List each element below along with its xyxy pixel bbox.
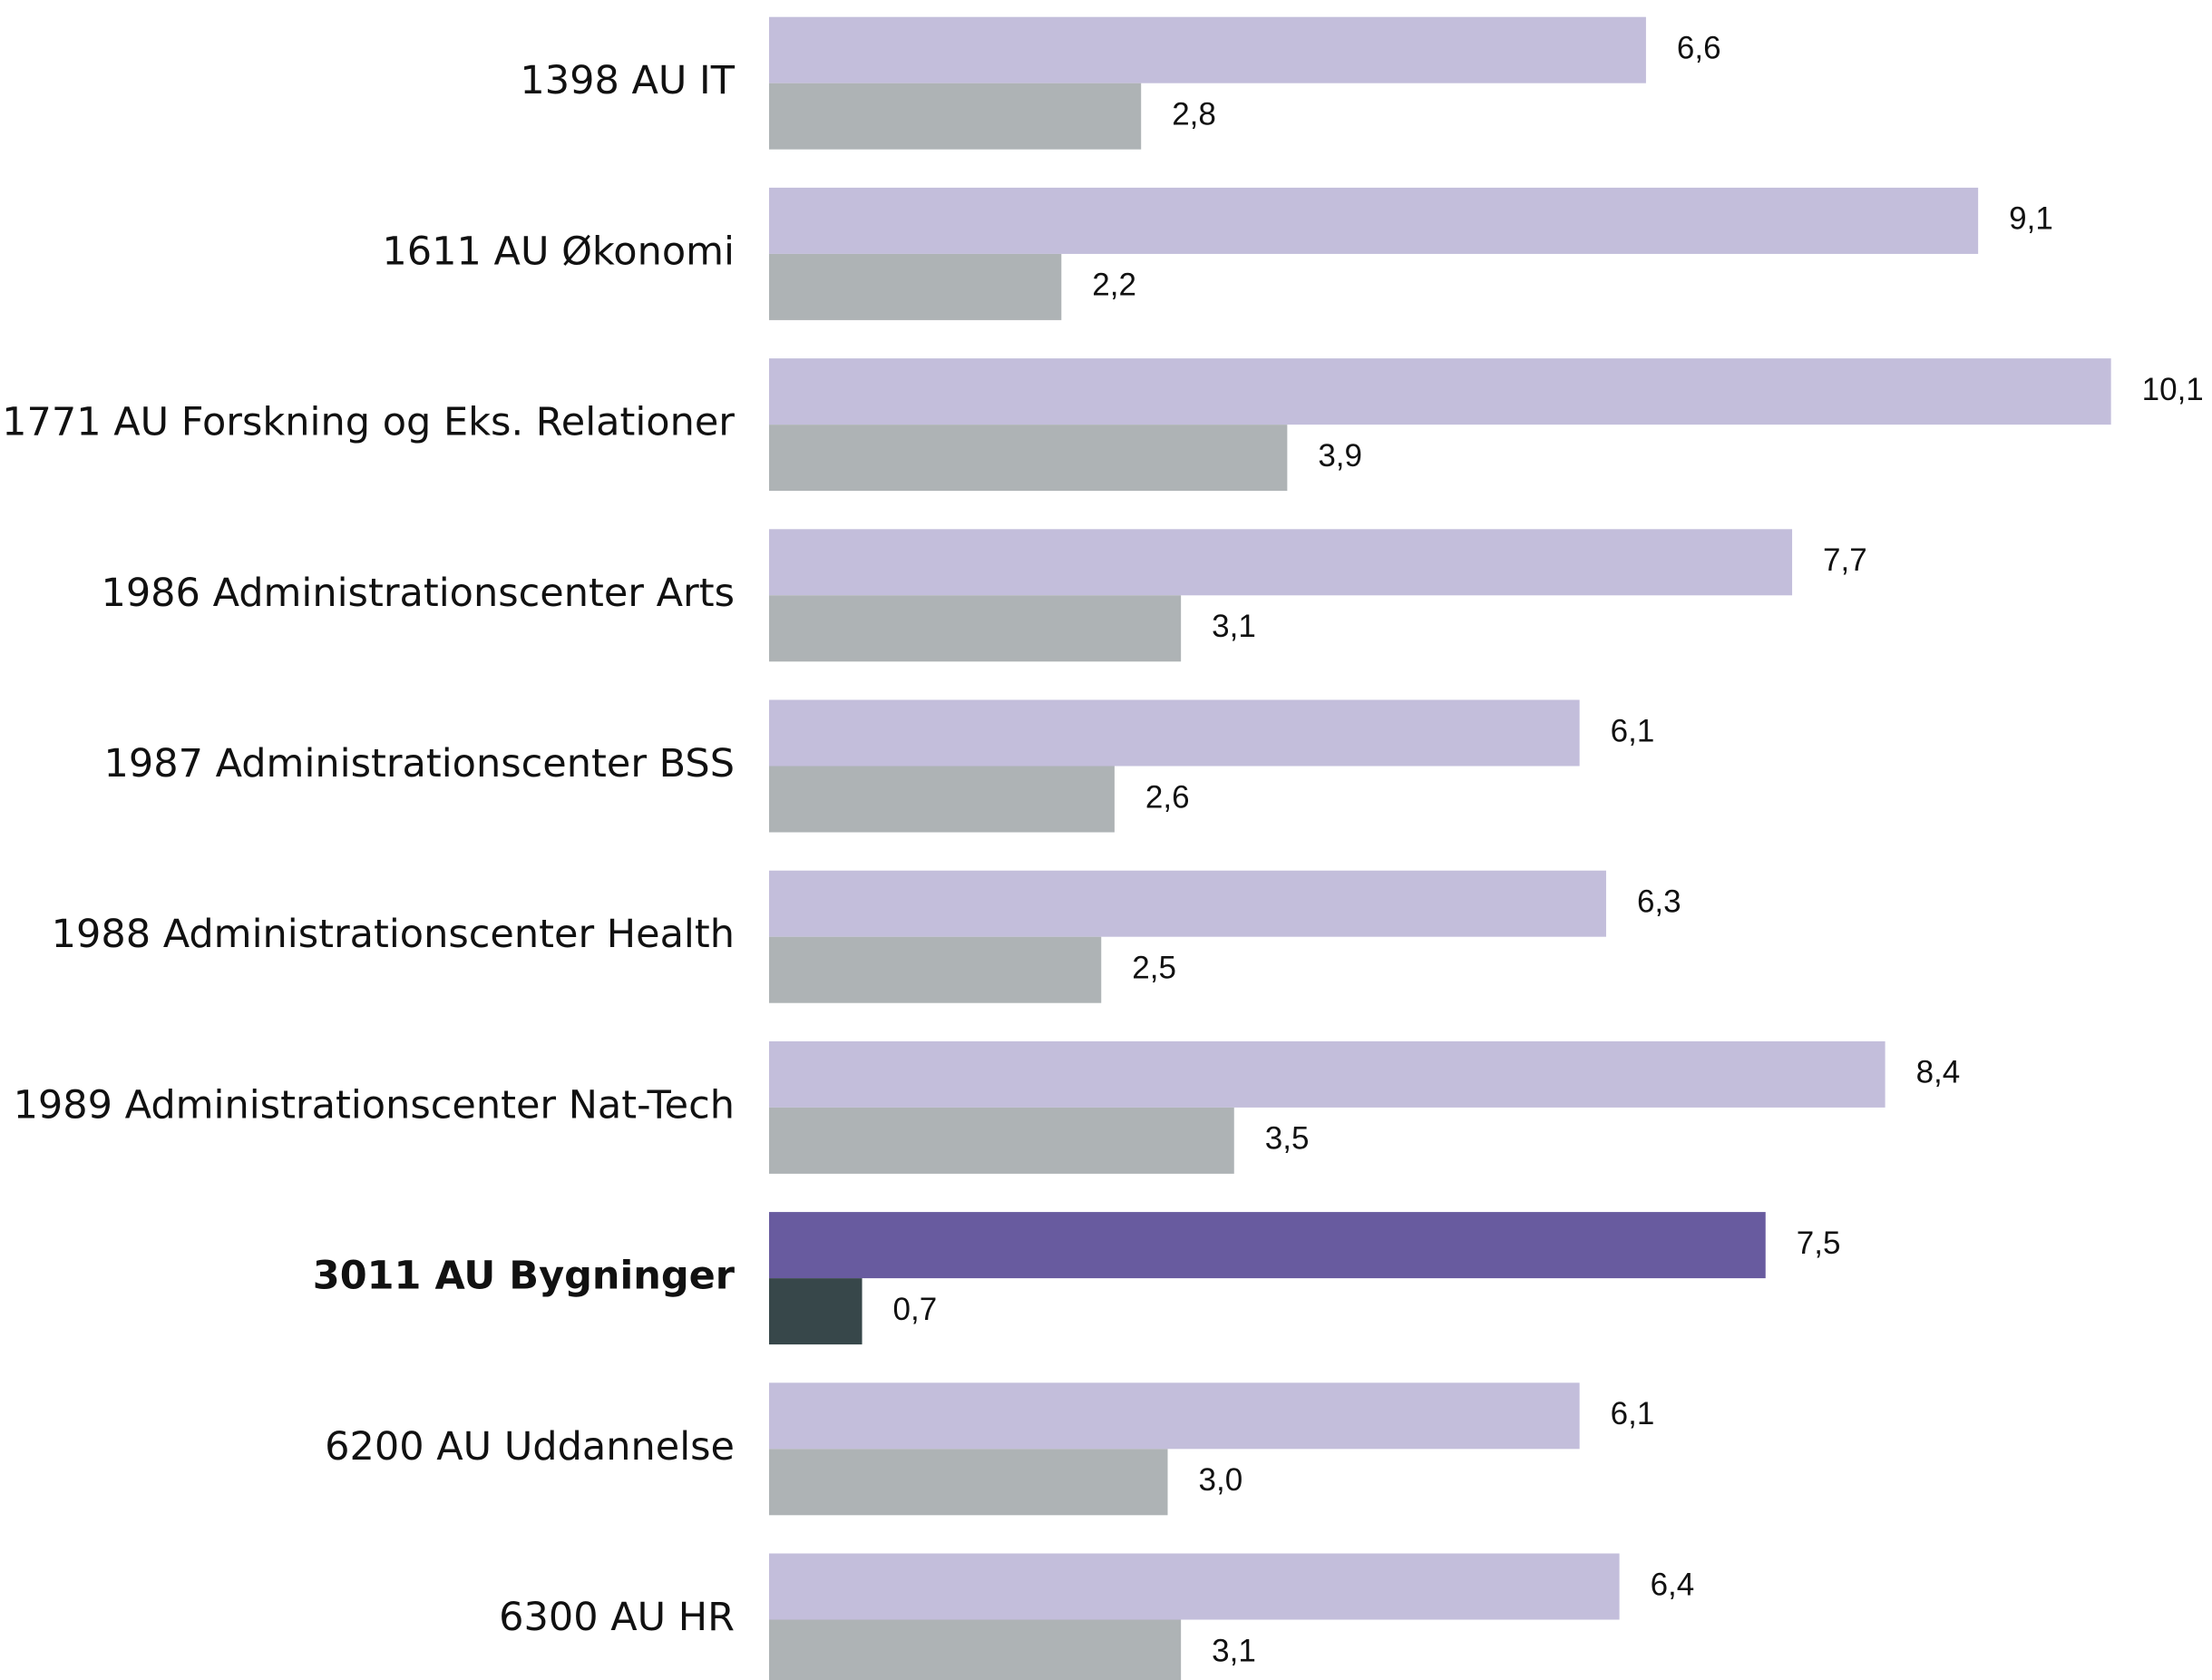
bar: [769, 936, 1102, 1003]
value-label: 6,1: [1611, 1396, 1655, 1431]
value-label: 6,6: [1677, 30, 1721, 65]
bar: [769, 1212, 1766, 1279]
category-label: 1986 Administrationscenter Arts: [101, 571, 735, 616]
bar: [769, 358, 2111, 425]
bar: [769, 1619, 1182, 1680]
bar: [769, 1449, 1168, 1516]
bar: [769, 1278, 862, 1345]
category-label: 1989 Administrationscenter Nat-Tech: [14, 1082, 735, 1128]
value-label: 6,3: [1637, 884, 1681, 919]
category-label: 6300 AU HR: [499, 1595, 735, 1640]
value-label: 7,7: [1823, 542, 1867, 578]
value-label: 3,1: [1212, 1633, 1256, 1668]
bar: [769, 1382, 1580, 1450]
bar: [769, 1040, 1886, 1108]
value-label: 0,7: [893, 1292, 938, 1327]
category-label: 1988 Administrationscenter Health: [52, 912, 735, 957]
category-label: 6200 AU Uddannelse: [325, 1424, 735, 1470]
value-label: 6,4: [1651, 1567, 1695, 1602]
value-label: 8,4: [1916, 1055, 1961, 1090]
bar: [769, 766, 1115, 833]
category-label: 3011 AU Bygninger: [313, 1254, 736, 1299]
bar: [769, 253, 1062, 320]
value-label: 7,5: [1797, 1226, 1841, 1261]
category-label: 1611 AU Økonomi: [382, 229, 735, 274]
bar: [769, 187, 1979, 254]
value-label: 3,1: [1212, 609, 1256, 644]
category-label: 1771 AU Forskning og Eks. Relationer: [2, 400, 735, 445]
value-label: 10,1: [2142, 372, 2204, 407]
value-label: 9,1: [2009, 201, 2053, 237]
value-label: 2,2: [1092, 268, 1136, 303]
bar: [769, 83, 1142, 150]
value-label: 3,0: [1199, 1462, 1243, 1498]
bar: [769, 595, 1182, 662]
bar: [769, 425, 1288, 492]
bar: [769, 699, 1580, 767]
category-label: 1398 AU IT: [520, 58, 735, 103]
bar: [769, 870, 1606, 937]
value-label: 2,6: [1145, 779, 1190, 815]
bar: [769, 529, 1793, 596]
bar: [769, 1107, 1234, 1174]
value-label: 6,1: [1611, 713, 1655, 748]
bar: [769, 1553, 1620, 1620]
category-label: 1987 Administrationscenter BSS: [104, 741, 736, 786]
value-label: 3,9: [1318, 438, 1362, 474]
value-label: 2,5: [1132, 950, 1176, 985]
value-label: 3,5: [1265, 1121, 1310, 1157]
bar: [769, 16, 1646, 83]
value-label: 2,8: [1172, 96, 1216, 132]
